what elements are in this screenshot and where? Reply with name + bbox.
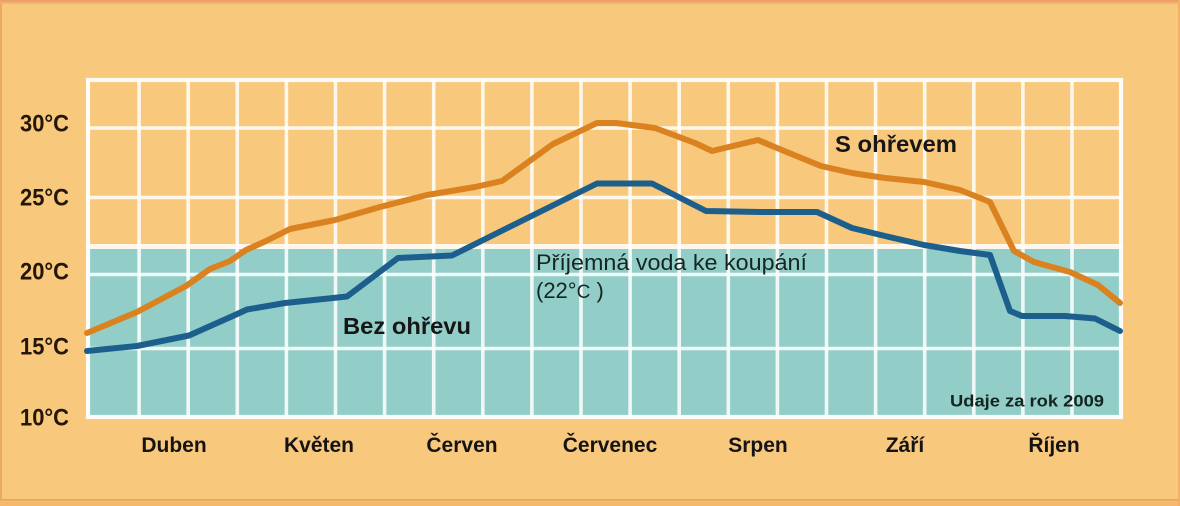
svg-text:(22°C ): (22°C ) — [536, 278, 604, 303]
svg-text:25°C: 25°C — [20, 185, 69, 212]
svg-text:Bez ohřevu: Bez ohřevu — [343, 313, 471, 339]
svg-text:Červenec: Červenec — [563, 433, 658, 457]
svg-text:Červen: Červen — [426, 433, 497, 457]
svg-text:Příjemná voda ke koupání: Příjemná voda ke koupání — [536, 250, 807, 275]
svg-text:Říjen: Říjen — [1028, 433, 1079, 457]
svg-text:Duben: Duben — [141, 434, 206, 457]
svg-text:Udaje za rok 2009: Udaje za rok 2009 — [950, 392, 1104, 411]
svg-text:S ohřevem: S ohřevem — [835, 131, 957, 157]
svg-text:Květen: Květen — [284, 434, 354, 457]
svg-text:30°C: 30°C — [20, 111, 69, 138]
svg-text:Září: Září — [886, 434, 926, 457]
svg-text:20°C: 20°C — [20, 259, 69, 286]
svg-text:10°C: 10°C — [20, 405, 69, 432]
svg-text:15°C: 15°C — [20, 334, 69, 361]
svg-text:Srpen: Srpen — [728, 434, 788, 457]
